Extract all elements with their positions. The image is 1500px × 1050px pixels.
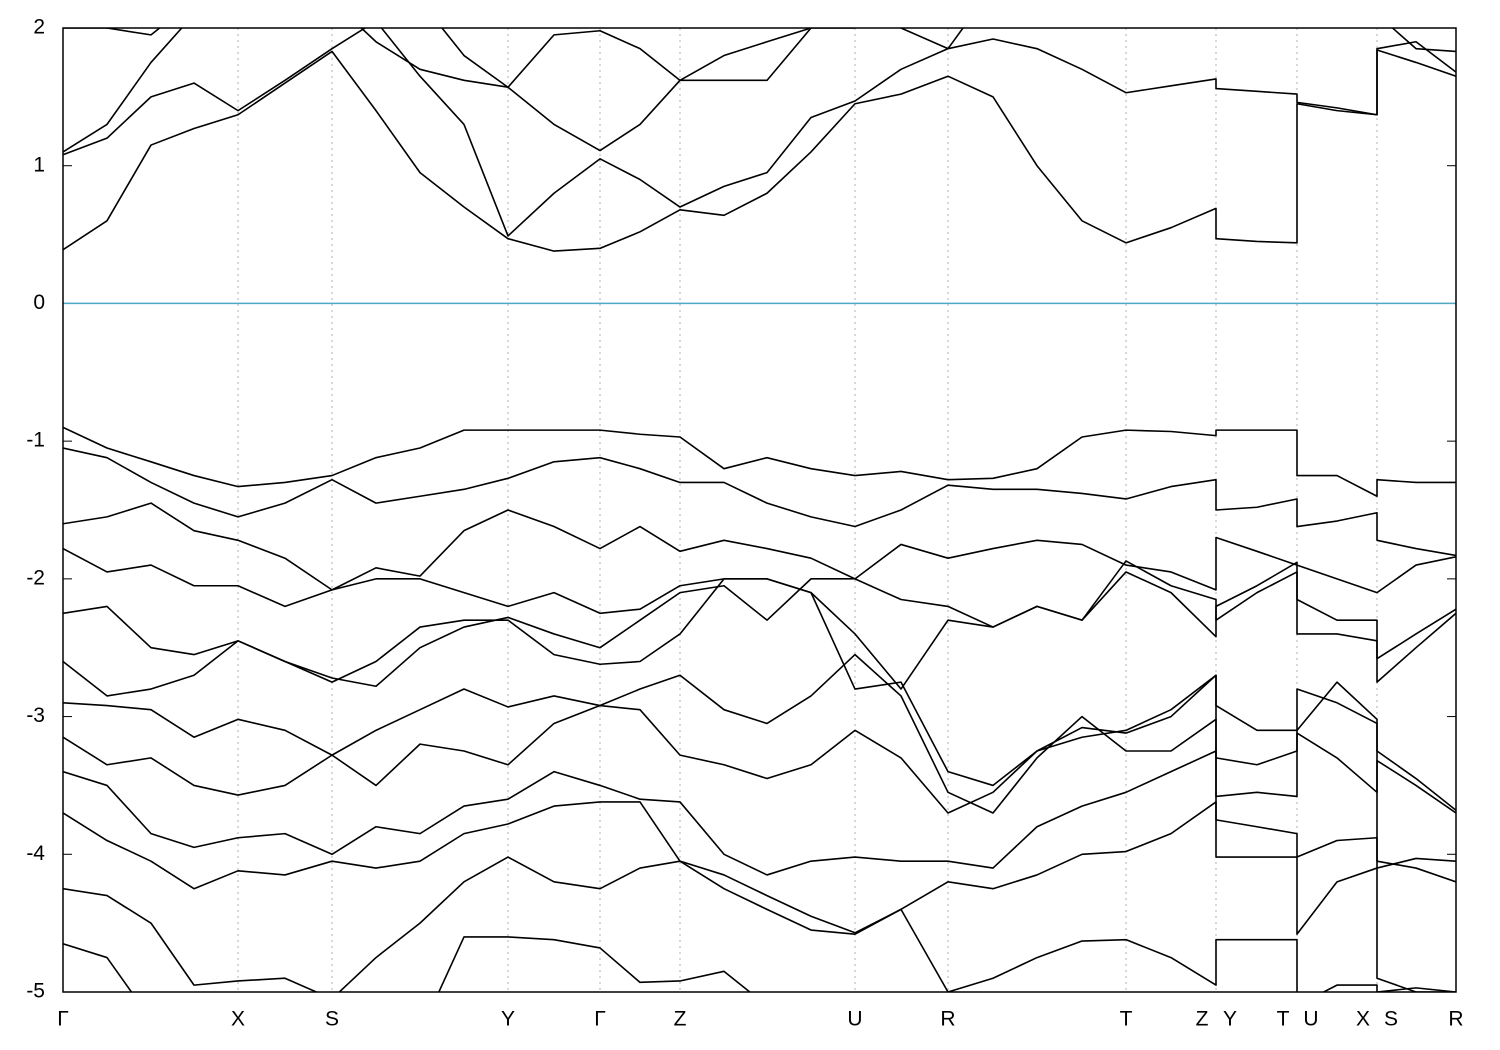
bands xyxy=(63,28,1456,992)
x-tick-label: T xyxy=(1277,1008,1290,1031)
band-line xyxy=(63,547,1456,690)
band-line xyxy=(63,28,1456,237)
x-tick-label: Γ xyxy=(594,1008,606,1031)
x-tick-label: X xyxy=(231,1008,245,1031)
band-line xyxy=(63,49,1456,252)
band-line xyxy=(63,674,1456,869)
band-line xyxy=(63,801,1456,992)
x-tick-label: X xyxy=(1356,1008,1370,1031)
y-tick-label: -4 xyxy=(26,842,45,865)
y-tick-label: -1 xyxy=(26,429,45,452)
x-tick-label: U xyxy=(847,1008,862,1031)
band-line xyxy=(63,28,857,89)
x-tick-label: Y xyxy=(501,1008,515,1031)
band-line xyxy=(63,426,1456,498)
x-tick-label: Z xyxy=(1196,1008,1209,1031)
band-line xyxy=(63,560,1456,688)
x-tick-label: Y xyxy=(1223,1008,1237,1031)
band-line xyxy=(63,28,1456,153)
y-tick-label: 0 xyxy=(33,291,45,314)
band-line xyxy=(63,578,1456,811)
y-tick-label: -5 xyxy=(26,980,45,1003)
x-tick-label: T xyxy=(1120,1008,1133,1031)
plot-frame xyxy=(62,27,1457,993)
band-line xyxy=(63,750,1456,883)
x-tick-label: Z xyxy=(674,1008,687,1031)
y-tick-label: -2 xyxy=(26,566,45,589)
band-line xyxy=(63,447,1456,557)
band-line xyxy=(63,856,1456,992)
x-tick-label: U xyxy=(1303,1008,1318,1031)
y-tick-label: -3 xyxy=(26,704,45,727)
x-tick-label: S xyxy=(325,1008,339,1031)
x-tick-label: R xyxy=(940,1008,955,1031)
y-tick-label: 1 xyxy=(33,153,45,176)
x-tick-label: S xyxy=(1384,1008,1398,1031)
x-tick-label: Γ xyxy=(57,1008,69,1031)
band-line xyxy=(63,502,1456,594)
y-tick-label: 2 xyxy=(33,16,45,39)
x-tick-label: R xyxy=(1448,1008,1463,1031)
